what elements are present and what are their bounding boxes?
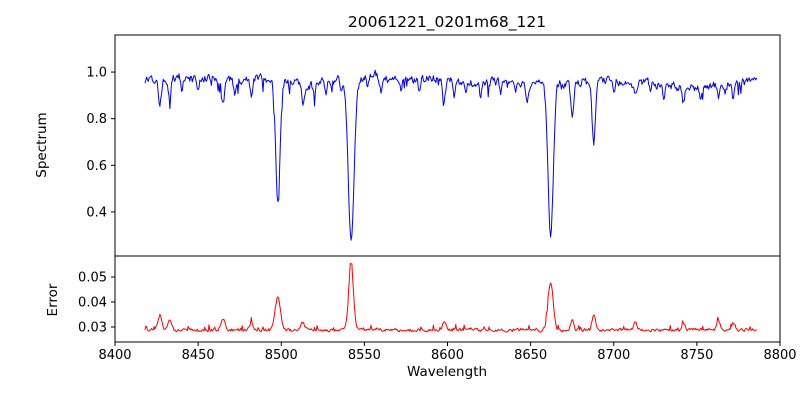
spectrum-y-tick-label: 1.0 <box>86 66 107 81</box>
x-tick-label: 8400 <box>98 348 131 363</box>
x-tick-label: 8750 <box>680 348 713 363</box>
x-tick-label: 8600 <box>431 348 464 363</box>
x-tick-label: 8700 <box>597 348 630 363</box>
x-tick-label: 8650 <box>514 348 547 363</box>
error-panel <box>114 255 781 343</box>
error-line <box>144 263 757 333</box>
chart-title: 20061221_0201m68_121 <box>348 13 546 32</box>
spectrum-y-tick-label: 0.8 <box>86 112 107 127</box>
axis-ticks: 8400 8450 8500 8550 8600 8650 8700 8750 8800 0.4 0… <box>78 66 797 363</box>
spectrum-line <box>144 69 758 241</box>
spectrum-y-axis-label: Spectrum <box>34 112 50 177</box>
x-tick-label: 8450 <box>182 348 215 363</box>
spectrum-y-tick-label: 0.4 <box>86 205 107 220</box>
spectrum-axes-frame <box>114 34 781 257</box>
spectrum-y-tick-label: 0.6 <box>86 159 107 174</box>
error-y-tick-label: 0.03 <box>78 321 107 336</box>
error-y-tick-label: 0.05 <box>78 271 107 286</box>
spectrum-panel <box>114 34 781 257</box>
x-axis-label: Wavelength <box>407 364 487 380</box>
x-tick-label: 8800 <box>763 348 796 363</box>
x-tick-label: 8550 <box>348 348 381 363</box>
error-y-tick-label: 0.04 <box>78 296 107 311</box>
x-tick-label: 8500 <box>265 348 298 363</box>
error-y-axis-label: Error <box>45 283 61 316</box>
